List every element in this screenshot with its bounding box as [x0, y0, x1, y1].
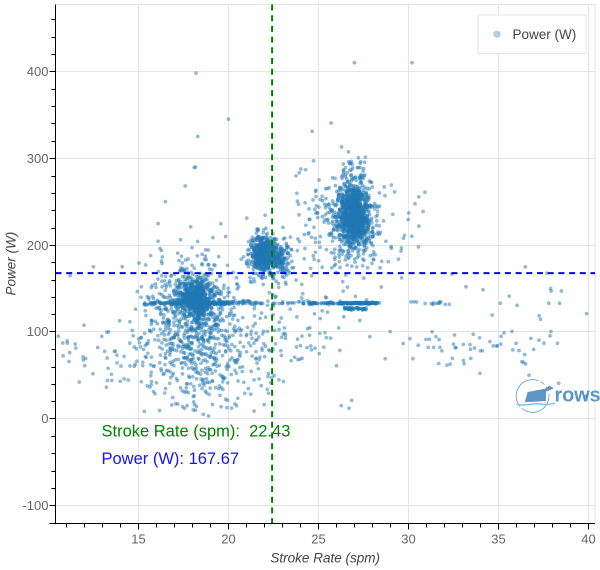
- svg-text:35: 35: [491, 532, 505, 547]
- svg-text:Stroke Rate (spm): Stroke Rate (spm): [270, 551, 380, 566]
- svg-text:40: 40: [581, 532, 595, 547]
- svg-text:400: 400: [27, 64, 49, 79]
- svg-text:300: 300: [27, 151, 49, 166]
- svg-text:100: 100: [27, 324, 49, 339]
- svg-text:Power (W): Power (W): [513, 27, 577, 42]
- svg-text:30: 30: [401, 532, 415, 547]
- svg-text:Power (W): 167.67: Power (W): 167.67: [102, 450, 240, 468]
- svg-text:15: 15: [131, 532, 145, 547]
- svg-text:20: 20: [221, 532, 235, 547]
- svg-text:200: 200: [27, 238, 49, 253]
- svg-text:Power (W): Power (W): [4, 232, 19, 296]
- svg-text:25: 25: [311, 532, 325, 547]
- svg-text:-100: -100: [22, 498, 48, 513]
- svg-text:0: 0: [41, 411, 48, 426]
- svg-text:rowsa: rowsa: [555, 385, 600, 407]
- svg-text:Stroke Rate (spm): 22.43: Stroke Rate (spm): 22.43: [102, 423, 291, 441]
